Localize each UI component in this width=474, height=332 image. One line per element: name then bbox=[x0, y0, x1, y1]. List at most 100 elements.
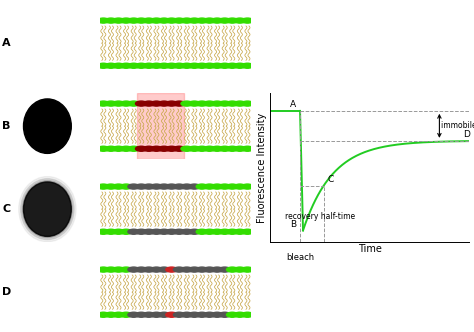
Circle shape bbox=[196, 18, 208, 23]
Circle shape bbox=[189, 18, 200, 23]
Circle shape bbox=[211, 101, 223, 106]
Circle shape bbox=[105, 312, 117, 317]
Circle shape bbox=[105, 63, 117, 68]
Circle shape bbox=[219, 63, 230, 68]
Circle shape bbox=[120, 312, 132, 317]
Circle shape bbox=[234, 312, 246, 317]
Circle shape bbox=[189, 184, 200, 189]
Circle shape bbox=[181, 184, 192, 189]
Circle shape bbox=[204, 312, 215, 317]
Circle shape bbox=[219, 18, 230, 23]
Bar bbox=[137, 93, 184, 159]
Circle shape bbox=[189, 229, 200, 234]
Text: C: C bbox=[328, 175, 334, 184]
Text: recovery half-time: recovery half-time bbox=[285, 212, 355, 221]
Ellipse shape bbox=[24, 182, 71, 236]
Circle shape bbox=[113, 101, 124, 106]
Circle shape bbox=[151, 63, 162, 68]
Circle shape bbox=[128, 18, 139, 23]
Circle shape bbox=[173, 101, 185, 106]
Circle shape bbox=[166, 63, 177, 68]
Circle shape bbox=[189, 146, 200, 151]
Circle shape bbox=[181, 312, 192, 317]
Circle shape bbox=[166, 146, 177, 151]
Circle shape bbox=[227, 18, 238, 23]
Circle shape bbox=[143, 229, 155, 234]
Circle shape bbox=[242, 184, 253, 189]
Circle shape bbox=[234, 267, 246, 272]
Circle shape bbox=[234, 63, 246, 68]
Circle shape bbox=[151, 18, 162, 23]
Circle shape bbox=[105, 101, 117, 106]
Circle shape bbox=[173, 146, 185, 151]
Circle shape bbox=[181, 229, 192, 234]
Circle shape bbox=[151, 184, 162, 189]
Circle shape bbox=[181, 267, 192, 272]
Circle shape bbox=[219, 267, 230, 272]
Circle shape bbox=[143, 63, 155, 68]
Circle shape bbox=[136, 229, 147, 234]
Circle shape bbox=[189, 63, 200, 68]
Text: B: B bbox=[290, 220, 296, 229]
Circle shape bbox=[219, 101, 230, 106]
Circle shape bbox=[196, 312, 208, 317]
Circle shape bbox=[189, 267, 200, 272]
Circle shape bbox=[120, 63, 132, 68]
Circle shape bbox=[234, 184, 246, 189]
Circle shape bbox=[181, 101, 192, 106]
Circle shape bbox=[204, 267, 215, 272]
Circle shape bbox=[234, 229, 246, 234]
Circle shape bbox=[173, 267, 185, 272]
Text: B: B bbox=[2, 121, 11, 131]
Circle shape bbox=[242, 229, 253, 234]
Ellipse shape bbox=[22, 181, 73, 238]
Circle shape bbox=[113, 63, 124, 68]
Circle shape bbox=[128, 101, 139, 106]
Circle shape bbox=[128, 267, 139, 272]
Circle shape bbox=[242, 312, 253, 317]
Circle shape bbox=[242, 18, 253, 23]
Circle shape bbox=[242, 267, 253, 272]
Circle shape bbox=[204, 18, 215, 23]
Circle shape bbox=[113, 312, 124, 317]
Circle shape bbox=[234, 146, 246, 151]
Text: immobile fraction: immobile fraction bbox=[441, 121, 474, 130]
Text: A: A bbox=[290, 100, 296, 110]
Circle shape bbox=[98, 267, 109, 272]
Circle shape bbox=[242, 146, 253, 151]
Circle shape bbox=[143, 312, 155, 317]
Circle shape bbox=[173, 312, 185, 317]
Text: D: D bbox=[2, 287, 12, 297]
Circle shape bbox=[136, 18, 147, 23]
Circle shape bbox=[211, 18, 223, 23]
Circle shape bbox=[227, 267, 238, 272]
Circle shape bbox=[113, 267, 124, 272]
Circle shape bbox=[234, 18, 246, 23]
Circle shape bbox=[143, 101, 155, 106]
Circle shape bbox=[136, 146, 147, 151]
Circle shape bbox=[128, 229, 139, 234]
Circle shape bbox=[196, 267, 208, 272]
Circle shape bbox=[173, 229, 185, 234]
Circle shape bbox=[105, 267, 117, 272]
Text: C: C bbox=[2, 204, 10, 214]
Circle shape bbox=[136, 63, 147, 68]
Circle shape bbox=[105, 146, 117, 151]
Circle shape bbox=[143, 267, 155, 272]
Circle shape bbox=[151, 267, 162, 272]
Circle shape bbox=[143, 18, 155, 23]
Circle shape bbox=[211, 312, 223, 317]
Circle shape bbox=[120, 146, 132, 151]
Circle shape bbox=[120, 184, 132, 189]
Circle shape bbox=[173, 184, 185, 189]
Circle shape bbox=[181, 146, 192, 151]
Circle shape bbox=[158, 146, 170, 151]
Circle shape bbox=[105, 18, 117, 23]
Circle shape bbox=[204, 101, 215, 106]
Circle shape bbox=[105, 184, 117, 189]
Circle shape bbox=[173, 18, 185, 23]
Circle shape bbox=[196, 229, 208, 234]
Circle shape bbox=[120, 18, 132, 23]
Circle shape bbox=[136, 312, 147, 317]
Circle shape bbox=[98, 146, 109, 151]
